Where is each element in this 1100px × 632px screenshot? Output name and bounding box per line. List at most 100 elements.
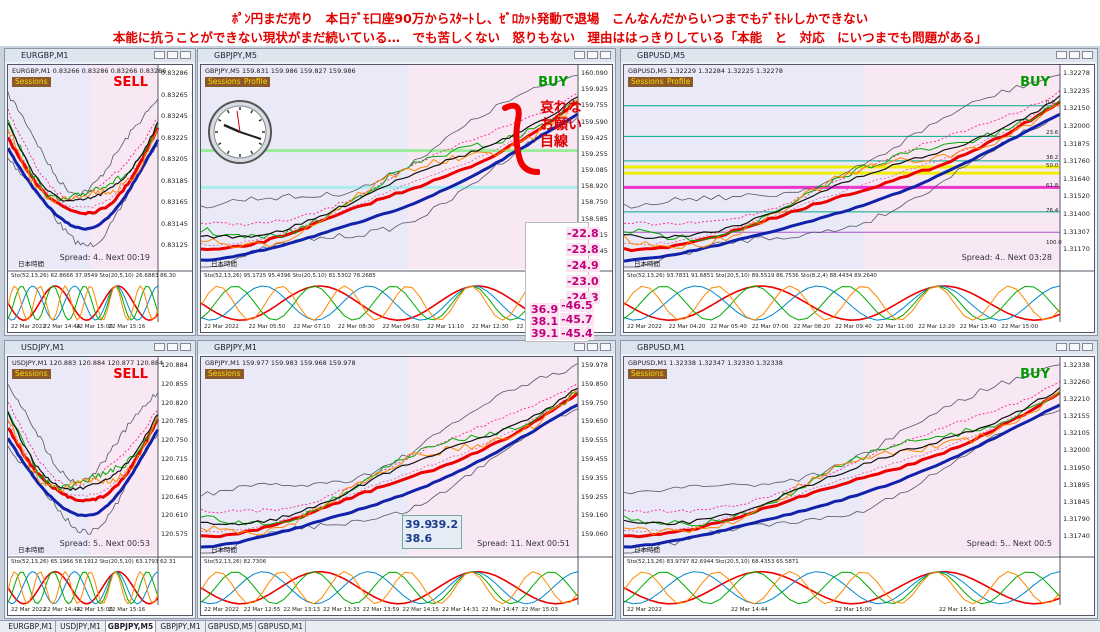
annotation: 哀れな お願い 目線 — [540, 100, 582, 151]
y-tick-label: 0.83205 — [161, 155, 188, 164]
clock-part — [250, 150, 254, 155]
y-tick-label: 158.585 — [581, 214, 608, 223]
x-tick-label: 22 Mar 12:55 — [243, 607, 281, 613]
y-tick-label: 159.650 — [581, 417, 608, 426]
oscillator-info: Sto(52,13,26) 65.1966 58.1912 Sto(20,5,1… — [11, 559, 176, 565]
window-button[interactable] — [600, 51, 611, 59]
tab[interactable]: GBPJPY,M5 — [106, 621, 156, 632]
oscillator-line — [8, 570, 159, 605]
x-tick-label: 22 Mar 15:16 — [108, 324, 146, 330]
popup-value: -24.9 — [566, 259, 600, 272]
popup-value: -45.4 — [560, 327, 594, 340]
indicator-button[interactable]: Sessions — [628, 77, 667, 87]
signal-label: SELL — [113, 367, 148, 382]
indicator-button[interactable]: Sessions — [205, 77, 244, 87]
indicator-button[interactable]: Sessions — [628, 369, 667, 379]
y-tick-label: 0.83225 — [161, 133, 188, 142]
y-tick-label: 1.31790 — [1063, 514, 1090, 523]
y-tick-label: 159.060 — [581, 530, 608, 539]
window-button[interactable] — [587, 343, 598, 351]
y-tick-label: 159.755 — [581, 101, 608, 110]
y-tick-label: 120.750 — [161, 436, 188, 445]
window-button[interactable] — [587, 51, 598, 59]
tab[interactable]: GBPJPY,M1 — [156, 621, 206, 632]
window-button[interactable] — [180, 51, 191, 59]
oscillator-info: Sto(52,13,26) 62.8666 37.9549 Sto(20,5,1… — [11, 273, 176, 279]
tab[interactable]: EURGBP,M1 — [6, 621, 56, 632]
session-bg — [201, 357, 409, 555]
y-tick-label: 159.255 — [581, 149, 608, 158]
fib-label: 76.4 — [1046, 207, 1059, 214]
y-tick-label: 120.884 — [161, 361, 188, 369]
window-button[interactable] — [154, 343, 165, 351]
indicator-line — [624, 112, 1061, 263]
chart-window: GBPUSD,M1 Sessions GBPUSD,M1 1.32338 1.323… — [620, 340, 1098, 619]
y-tick-label: 1.31170 — [1063, 245, 1090, 254]
indicator-button[interactable]: Sessions — [12, 77, 51, 87]
oscillator-line — [624, 285, 1061, 321]
window-button[interactable] — [167, 343, 178, 351]
x-tick-label: 22 Mar 2022 — [204, 607, 239, 613]
fib-label: 50.0 — [1046, 162, 1059, 169]
window-button[interactable] — [1082, 51, 1093, 59]
indicator-button[interactable]: Sessions — [12, 369, 51, 379]
window-button[interactable] — [574, 343, 585, 351]
window-button[interactable] — [154, 51, 165, 59]
spread-label: Spread: 4.. Next 03:28 — [961, 253, 1052, 262]
x-tick-label: 22 Mar 11:10 — [427, 324, 464, 330]
tab[interactable]: USDJPY,M1 — [56, 621, 106, 632]
indicator-button[interactable]: Profile — [664, 77, 694, 87]
session-bg — [863, 357, 1060, 555]
oscillator-line — [201, 571, 579, 605]
header-line: 本能に抗うことができない現状がまだ続いている… でも苦しくない 怒りもない 理由… — [112, 30, 988, 45]
chart-window: GBPUSD,M5 Sessions Profile GBPUSD,M5 1.3222… — [620, 48, 1098, 336]
indicator-button[interactable]: Sessions — [205, 369, 244, 379]
clock-label: 日本時間 — [211, 546, 237, 554]
y-tick-label: 0.83145 — [161, 219, 188, 228]
indicator-line — [201, 74, 579, 209]
header: ﾎﾟﾝ円まだ売り 本日ﾃﾞﾓ口座90万からｽﾀｰﾄし、ｾﾞﾛｶｯﾄ発動で退場 こ… — [0, 0, 1100, 46]
y-tick-label: 0.83125 — [161, 241, 188, 250]
window-button[interactable] — [1069, 51, 1080, 59]
x-tick-label: 22 Mar 05:40 — [710, 324, 747, 330]
session-bg — [624, 357, 864, 555]
tab[interactable]: GBPUSD,M5 — [206, 621, 256, 632]
indicator-line — [201, 387, 579, 526]
window-title: GBPJPY,M1 — [198, 341, 615, 354]
chart-body: Sessions USDJPY,M1 120.883 120.884 120.87… — [7, 356, 193, 616]
x-tick-label: 22 Mar 15:00 — [835, 607, 872, 613]
window-button[interactable] — [600, 343, 611, 351]
y-tick-label: 1.32000 — [1063, 121, 1090, 130]
tab[interactable]: GBPUSD,M1 — [256, 621, 306, 632]
spread-label: Spread: 4.. Next 00:19 — [59, 253, 150, 262]
x-tick-label: 22 Mar 15:00 — [76, 607, 113, 613]
fib-label: 23.6 — [1046, 130, 1059, 137]
window-button[interactable] — [180, 343, 191, 351]
y-tick-label: 159.425 — [581, 133, 608, 142]
x-tick-label: 22 Mar 2022 — [627, 607, 662, 613]
indicator-line — [624, 104, 1061, 249]
session-bg — [8, 357, 91, 555]
y-tick-label: 1.31875 — [1063, 139, 1090, 148]
chart-body: Sessions GBPUSD,M1 1.32338 1.32347 1.3233… — [623, 356, 1095, 616]
y-tick-label: 0.83265 — [161, 90, 188, 99]
x-tick-label: 22 Mar 14:44 — [43, 324, 81, 330]
window-button[interactable] — [167, 51, 178, 59]
popup: -22.8 -23.8 -24.9 -23.0 -24.3 -46.5 -45.7 -45.4… — [525, 222, 600, 342]
indicator-button[interactable]: Profile — [241, 77, 271, 87]
chart-body: Sessions GBPJPY,M1 159.977 159.983 159.96… — [200, 356, 613, 616]
window-button[interactable] — [1056, 343, 1067, 351]
signal-label: BUY — [1020, 75, 1050, 90]
y-tick-label: 0.83245 — [161, 112, 188, 121]
window-button[interactable] — [1082, 343, 1093, 351]
window-button[interactable] — [1069, 343, 1080, 351]
window-button[interactable] — [574, 51, 585, 59]
indicator-line — [8, 128, 159, 203]
x-tick-label: 22 Mar 11:00 — [876, 324, 914, 330]
indicator-line — [624, 403, 1061, 549]
window-button[interactable] — [1056, 51, 1067, 59]
x-tick-label: 22 Mar 15:00 — [1001, 324, 1039, 330]
oscillator-line — [8, 570, 159, 605]
popup-value: -45.7 — [560, 313, 594, 326]
